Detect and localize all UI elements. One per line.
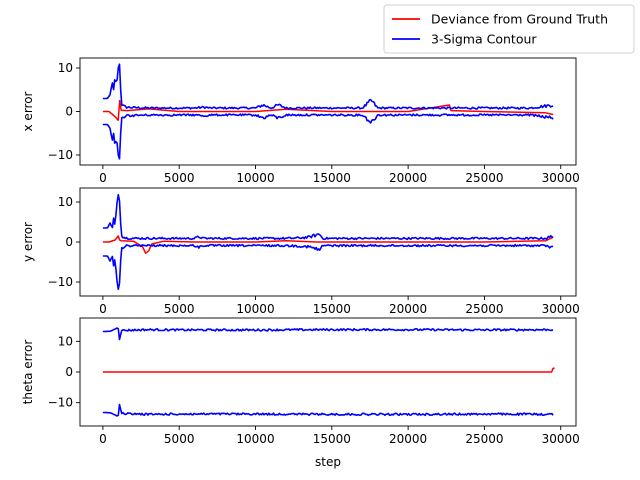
- series-line-3-1: [102, 367, 555, 373]
- x-tick-label-2-0: 0: [99, 302, 107, 316]
- x-axis-label-3: step: [315, 455, 341, 469]
- y-tick-label-2-0: 10: [58, 195, 73, 209]
- series-line-1-1: [102, 99, 554, 121]
- series-line-2-3: [102, 243, 554, 291]
- plot-area: [102, 327, 555, 417]
- x-tick-label-3-4: 20000: [389, 432, 427, 446]
- series-line-1-3: [102, 113, 554, 160]
- series-line-3-3: [102, 403, 554, 417]
- y-axis-label-3: theta error: [21, 340, 35, 405]
- legend-box: [383, 4, 635, 54]
- x-tick-label-2-1: 5000: [164, 302, 195, 316]
- y-axis-label-2: y error: [21, 222, 35, 262]
- x-tick-label-3-2: 10000: [236, 432, 274, 446]
- y-tick-label-1-1: 0: [65, 105, 73, 119]
- series-line-2-2: [102, 193, 554, 241]
- x-tick-label-1-6: 30000: [542, 171, 580, 185]
- y-tick-label-3-2: −10: [48, 396, 73, 410]
- subplot-1: 0 5000 10000 15000 20000 25000 30000 10 0 −10 x er…: [21, 57, 580, 185]
- x-tick-label-3-6: 30000: [542, 432, 580, 446]
- x-tick-label-3-1: 5000: [164, 432, 195, 446]
- x-tick-label-2-3: 15000: [313, 302, 351, 316]
- y-tick-label-3-0: 10: [58, 334, 73, 348]
- x-tick-label-1-2: 10000: [236, 171, 274, 185]
- legend-label-deviance: Deviance from Ground Truth: [431, 12, 608, 27]
- subplot-2: 0 5000 10000 15000 20000 25000 30000 10 0 −10 y er…: [21, 187, 580, 316]
- x-tick-label-3-0: 0: [99, 432, 107, 446]
- y-tick-label-3-1: 0: [65, 365, 73, 379]
- subplot-3: 0 5000 10000 15000 20000 25000 30000 10 0 −10 thet…: [21, 317, 580, 469]
- plot-area: [102, 193, 554, 291]
- series-line-2-1: [102, 235, 554, 254]
- y-tick-label-1-0: 10: [58, 61, 73, 75]
- x-tick-label-1-5: 25000: [465, 171, 503, 185]
- legend-label-sigma: 3-Sigma Contour: [431, 32, 537, 47]
- y-axis-label-1: x error: [21, 91, 35, 131]
- x-tick-label-2-2: 10000: [236, 302, 274, 316]
- x-tick-label-1-3: 15000: [313, 171, 351, 185]
- x-tick-label-1-0: 0: [99, 171, 107, 185]
- series-line-1-2: [102, 63, 554, 110]
- x-tick-label-3-5: 25000: [465, 432, 503, 446]
- y-tick-label-1-2: −10: [48, 148, 73, 162]
- x-tick-label-3-3: 15000: [313, 432, 351, 446]
- x-tick-label-2-4: 20000: [389, 302, 427, 316]
- plot-area: [102, 63, 554, 160]
- y-tick-label-2-2: −10: [48, 275, 73, 289]
- x-tick-label-1-1: 5000: [164, 171, 195, 185]
- legend: Deviance from Ground Truth 3-Sigma Conto…: [383, 4, 635, 54]
- x-tick-label-1-4: 20000: [389, 171, 427, 185]
- series-line-3-2: [102, 327, 554, 341]
- x-tick-label-2-6: 30000: [542, 302, 580, 316]
- x-tick-label-2-5: 25000: [465, 302, 503, 316]
- y-tick-label-2-1: 0: [65, 235, 73, 249]
